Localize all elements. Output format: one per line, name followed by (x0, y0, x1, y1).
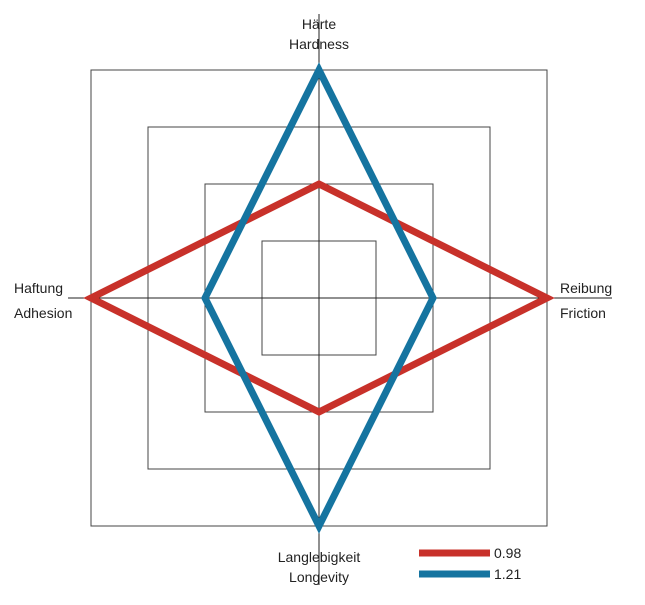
axis-label-adhesion-de: Haftung (14, 280, 63, 296)
series-polygon-0 (83, 180, 555, 416)
axis-label-hardness-de: Härte (302, 16, 336, 32)
series-group (83, 62, 555, 534)
legend: 0.98 1.21 (419, 545, 521, 582)
series-polygon-1 (201, 62, 437, 534)
axis-label-hardness-en: Hardness (289, 36, 349, 52)
legend-label-0: 0.98 (494, 545, 521, 561)
axis-label-longevity-de: Langlebigkeit (278, 549, 361, 565)
axis-label-friction-en: Friction (560, 305, 606, 321)
axis-label-adhesion-en: Adhesion (14, 305, 72, 321)
axis-label-longevity-en: Longevity (289, 569, 349, 585)
legend-label-1: 1.21 (494, 566, 521, 582)
axis-label-friction-de: Reibung (560, 280, 612, 296)
